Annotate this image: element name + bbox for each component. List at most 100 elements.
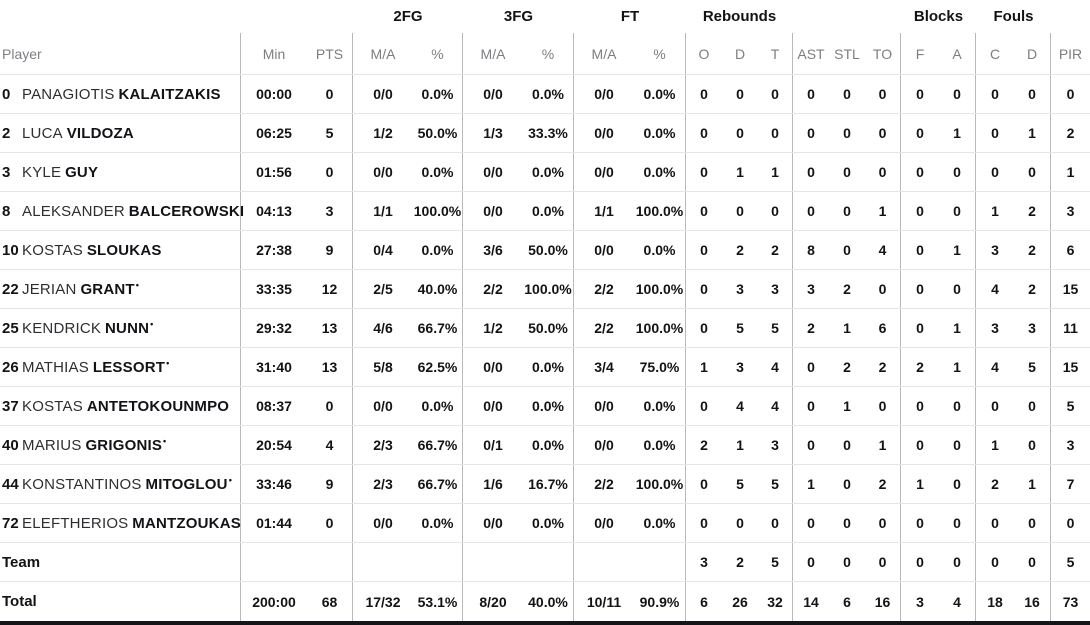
- cell-pir: 3: [1066, 437, 1075, 453]
- cell-ftma: 0/0: [594, 515, 614, 531]
- cell-min: 31:40: [256, 359, 292, 375]
- cell-pir: 3: [1066, 203, 1075, 219]
- cell-ba: 0: [939, 465, 976, 503]
- cell-ast: 0: [807, 125, 815, 141]
- player-row[interactable]: 72 ELEFTHERIOS MANTZOUKAS 01:44 0 0/0 0.0% 0/0…: [0, 504, 1090, 543]
- cell-min: 08:37: [256, 398, 292, 414]
- cell-rt: 1: [758, 153, 793, 191]
- jersey-number: 0: [2, 85, 11, 103]
- group-ft-label: FT: [620, 8, 640, 25]
- player-row[interactable]: 8 ALEKSANDER BALCEROWSKI 04:13 3 1/1 100.0% 0/…: [0, 192, 1090, 231]
- stat-column-header: Min: [262, 45, 286, 62]
- player-row[interactable]: 44 KONSTANTINOS MITOGLOU • 33:46 9 2/3 66.7% 1/…: [0, 465, 1090, 504]
- player-row[interactable]: 40 MARIUS GRIGONIS • 20:54 4 2/3 66.7% 0/1 0.0% 0…: [0, 426, 1090, 465]
- cell-ftma: 2/2: [594, 320, 614, 336]
- cell-fd: 2: [1014, 192, 1051, 230]
- cell-pts: 9: [307, 231, 353, 269]
- cell-ro: 0: [700, 125, 708, 141]
- cell-fg2ma: 2/3: [373, 437, 393, 453]
- cell-rd: 4: [736, 398, 744, 414]
- cell-fg2pct: 66.7%: [413, 426, 463, 464]
- cell-stl: 0: [843, 86, 851, 102]
- player-row[interactable]: 22 JERIAN GRANT • 33:35 12 2/5 40.0% 2/2 100.0% 2…: [0, 270, 1090, 309]
- stat-column-header: PIR: [1058, 45, 1083, 62]
- cell-fd: 0: [1014, 387, 1051, 425]
- cell-ast: 0: [807, 164, 815, 180]
- team-row: Team 3 2 5 0 0 0 0 0 0 0 5: [0, 543, 1090, 582]
- player-name-cell: 72 ELEFTHERIOS MANTZOUKAS: [0, 504, 241, 542]
- cell-rd: 26: [732, 593, 748, 610]
- cell-rd: 5: [736, 476, 744, 492]
- cell-to: 6: [865, 309, 901, 347]
- row-label: Team: [2, 553, 41, 571]
- cell-rd: 5: [736, 320, 744, 336]
- cell-fd: 0: [1014, 75, 1051, 113]
- cell-to: 2: [865, 465, 901, 503]
- cell-rd: 3: [736, 359, 744, 375]
- row-label-cell: Total: [0, 582, 241, 621]
- player-last-name: KALAITZAKIS: [118, 85, 221, 103]
- cell-fd: 0: [1014, 543, 1051, 581]
- cell-rt: 32: [758, 582, 793, 621]
- player-last-name: MANTZOUKAS: [132, 514, 241, 532]
- player-row[interactable]: 37 KOSTAS ANTETOKOUNMPO 08:37 0 0/0 0.0% 0/0 0.…: [0, 387, 1090, 426]
- stat-column-header: M/A: [480, 45, 506, 62]
- cell-bf: 0: [916, 281, 924, 297]
- group-blocks-label: Blocks: [913, 8, 964, 25]
- cell-pir: 73: [1062, 593, 1079, 610]
- cell-fg3pct: 100.0%: [523, 270, 574, 308]
- group-2fg-label: 2FG: [393, 8, 423, 25]
- player-last-name: VILDOZA: [66, 124, 134, 142]
- table-bottom-bar: [0, 621, 1090, 625]
- cell-ast: 3: [807, 281, 815, 297]
- cell-fg3ma: 0/0: [483, 359, 503, 375]
- player-first-name: KYLE: [22, 163, 62, 181]
- player-row[interactable]: 10 KOSTAS SLOUKAS 27:38 9 0/4 0.0% 3/6 50.0% 0/0…: [0, 231, 1090, 270]
- cell-ftma: [574, 543, 634, 581]
- cell-pts: 5: [307, 114, 353, 152]
- cell-ftma: 2/2: [594, 476, 614, 492]
- cell-min: 06:25: [256, 125, 292, 141]
- cell-fg3pct: 40.0%: [523, 582, 574, 621]
- cell-ftpct: 0.0%: [634, 75, 686, 113]
- cell-ro: 0: [700, 164, 708, 180]
- cell-fd: 0: [1014, 426, 1051, 464]
- cell-fc: 0: [991, 86, 999, 102]
- player-last-name: ANTETOKOUNMPO: [86, 397, 230, 415]
- player-row[interactable]: 26 MATHIAS LESSORT • 31:40 13 5/8 62.5% 0/0 0.0%…: [0, 348, 1090, 387]
- cell-ba: 1: [939, 348, 976, 386]
- cell-bf: 0: [916, 242, 924, 258]
- stat-group-header-row: 2FG 3FG FT Rebounds Blocks Fouls: [0, 0, 1090, 33]
- cell-fg2pct: 100.0%: [413, 192, 463, 230]
- player-name-cell: 26 MATHIAS LESSORT •: [0, 348, 241, 386]
- player-row[interactable]: 0 PANAGIOTIS KALAITZAKIS 00:00 0 0/0 0.0% 0/0 0…: [0, 75, 1090, 114]
- player-first-name: MATHIAS: [22, 358, 89, 376]
- jersey-number: 26: [2, 358, 19, 376]
- stat-column-header: AST: [797, 45, 825, 62]
- cell-fg3ma: 0/0: [483, 86, 503, 102]
- cell-pts: 9: [307, 465, 353, 503]
- player-last-name: LESSORT: [92, 358, 166, 376]
- player-row[interactable]: 25 KENDRICK NUNN • 29:32 13 4/6 66.7% 1/2 50.0% 2…: [0, 309, 1090, 348]
- column-header-row: Player Min PTS M/A% M/A% M/A% O D T AST STL TO F A C D P…: [0, 33, 1090, 75]
- cell-ftpct: 0.0%: [634, 426, 686, 464]
- cell-fc: 3: [991, 242, 999, 258]
- cell-rt: 3: [758, 270, 793, 308]
- cell-fd: 1: [1014, 114, 1051, 152]
- cell-rt: 5: [758, 309, 793, 347]
- player-last-name: BALCEROWSKI: [128, 202, 245, 220]
- cell-pir: 0: [1066, 86, 1075, 102]
- player-first-name: PANAGIOTIS: [22, 85, 115, 103]
- player-last-name: GRIGONIS: [85, 436, 163, 454]
- cell-pir: 15: [1062, 281, 1079, 297]
- cell-pts: 3: [307, 192, 353, 230]
- cell-ftpct: [634, 543, 686, 581]
- cell-ftma: 0/0: [594, 125, 614, 141]
- stat-column-header: TO: [865, 33, 901, 74]
- cell-fg3ma: 0/0: [483, 398, 503, 414]
- cell-fg3ma: 2/2: [483, 281, 503, 297]
- player-row[interactable]: 2 LUCA VILDOZA 06:25 5 1/2 50.0% 1/3 33.3% 0/0 0.…: [0, 114, 1090, 153]
- cell-fc: 1: [991, 203, 999, 219]
- player-first-name: ELEFTHERIOS: [22, 514, 129, 532]
- player-row[interactable]: 3 KYLE GUY 01:56 0 0/0 0.0% 0/0 0.0% 0/0 0.0% 0 1 1 0…: [0, 153, 1090, 192]
